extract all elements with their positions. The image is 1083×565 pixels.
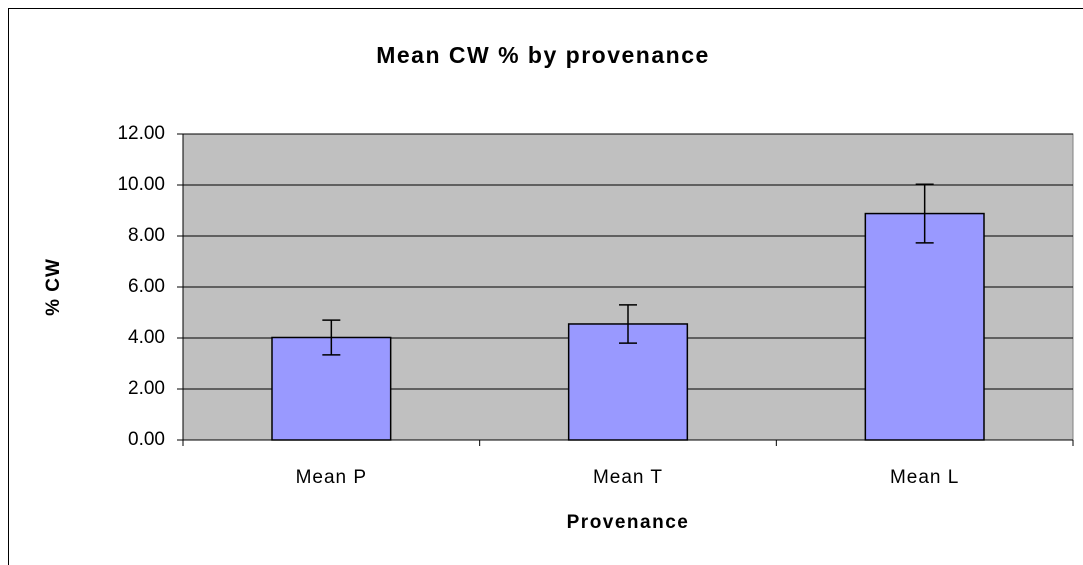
y-tick-label: 0.00 [128, 429, 165, 450]
y-tick-label: 2.00 [128, 378, 165, 399]
error-bar [619, 304, 637, 344]
bar [864, 212, 985, 441]
chart-title: Mean CW % by provenance [376, 42, 710, 68]
x-axis-label: Provenance [567, 512, 690, 533]
x-tick-label: Mean T [593, 467, 663, 488]
x-tick-label: Mean L [890, 467, 959, 488]
y-axis-label: % CW [43, 258, 64, 316]
error-bar [915, 183, 934, 244]
error-bar [322, 319, 341, 356]
y-tick-label: 12.00 [117, 123, 165, 144]
x-tick-label: Mean P [296, 467, 367, 488]
y-tick-label: 4.00 [128, 327, 165, 348]
y-tick-label: 10.00 [117, 174, 165, 195]
y-tick-label: 6.00 [128, 276, 165, 297]
y-tick-label: 8.00 [128, 225, 165, 246]
